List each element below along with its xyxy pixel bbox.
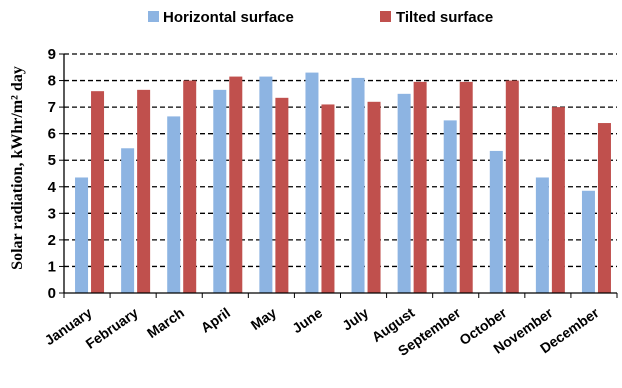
bar-tilted-january	[91, 91, 104, 293]
bar-horizontal-march	[167, 116, 180, 293]
y-tick-labels: 0 1 2 3 4 5 6 7 8 9	[48, 46, 57, 302]
bar-horizontal-december	[582, 191, 595, 293]
x-tick-label: March	[144, 304, 187, 341]
bar-horizontal-june	[305, 73, 318, 293]
x-tick-label: July	[339, 304, 371, 333]
bar-horizontal-january	[75, 177, 88, 293]
bar-horizontal-april	[213, 90, 226, 293]
legend-swatch-tilted	[380, 11, 391, 22]
bars	[75, 73, 611, 293]
y-tick-label: 9	[48, 46, 56, 63]
bar-horizontal-october	[490, 151, 503, 293]
bar-tilted-june	[321, 104, 334, 293]
bar-tilted-november	[552, 107, 565, 293]
bar-tilted-october	[506, 81, 519, 293]
legend-label-tilted: Tilted surface	[396, 9, 493, 26]
x-tick-label: June	[289, 304, 325, 336]
bar-horizontal-september	[444, 120, 457, 293]
legend-label-horizontal: Horizontal surface	[163, 9, 294, 26]
y-tick-label: 8	[48, 73, 56, 90]
y-tick-label: 6	[48, 126, 56, 143]
bar-tilted-december	[598, 123, 611, 293]
bar-tilted-march	[183, 81, 196, 293]
y-tick-label: 0	[48, 285, 56, 302]
y-tick-label: 5	[48, 152, 56, 169]
x-tick-label: February	[83, 304, 141, 352]
y-tick-label: 4	[48, 179, 57, 196]
legend-swatch-horizontal	[148, 11, 159, 22]
bar-tilted-august	[414, 82, 427, 293]
bar-horizontal-may	[259, 77, 272, 293]
bar-horizontal-july	[352, 78, 365, 293]
bar-tilted-may	[275, 98, 288, 293]
bar-horizontal-august	[398, 94, 411, 293]
bar-horizontal-november	[536, 177, 549, 293]
y-tick-label: 3	[48, 205, 56, 222]
bar-horizontal-february	[121, 148, 134, 293]
bar-tilted-july	[368, 102, 381, 293]
y-tick-label: 2	[48, 232, 56, 249]
y-tick-label: 7	[48, 99, 56, 116]
legend: Horizontal surface Tilted surface	[148, 9, 493, 26]
bar-tilted-february	[137, 90, 150, 293]
x-tick-label: April	[198, 304, 233, 335]
bar-tilted-september	[460, 82, 473, 293]
y-axis-label: Solar radiation, kWhr/m² day	[9, 66, 26, 270]
y-tick-label: 1	[48, 258, 56, 275]
x-tick-label: May	[248, 304, 280, 333]
bar-tilted-april	[229, 77, 242, 293]
